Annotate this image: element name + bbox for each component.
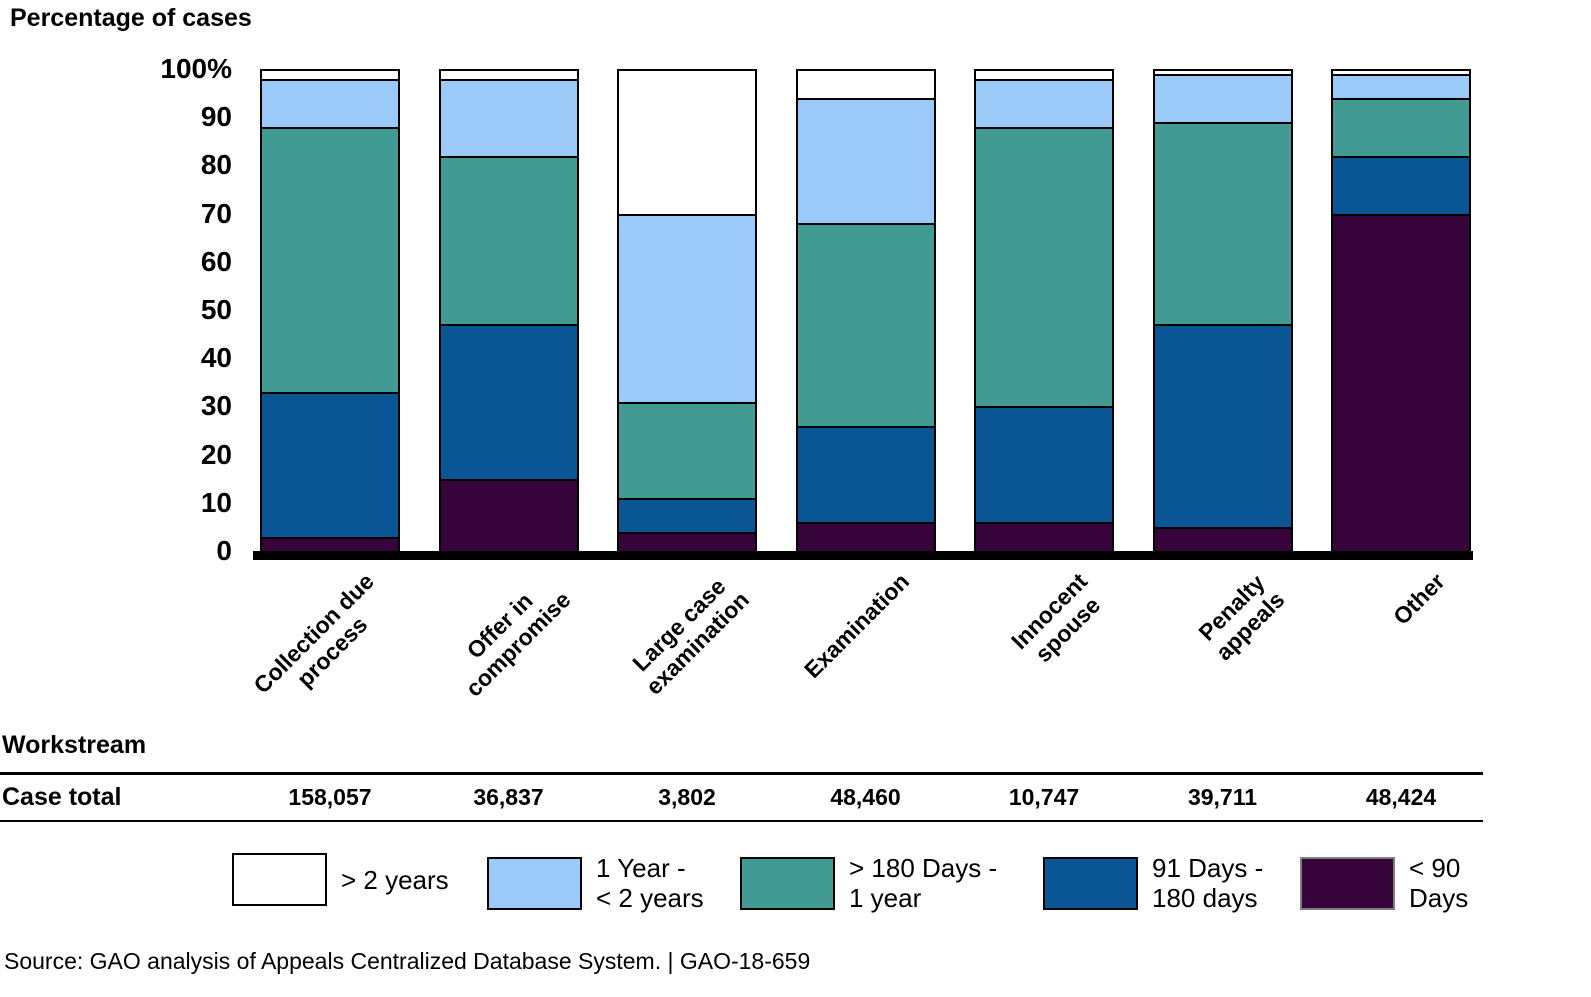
bar-segment	[795, 97, 936, 224]
x-axis-baseline	[253, 551, 1473, 560]
bar-segment	[438, 324, 579, 479]
bar-segment	[260, 126, 400, 392]
bar	[795, 69, 936, 551]
bar-segment	[1152, 526, 1293, 551]
bar-segment	[438, 69, 579, 79]
legend-swatch-purple	[1300, 856, 1395, 910]
case-total-row-label: Case total	[2, 783, 122, 811]
workstream-axis-label: Workstream	[2, 731, 147, 759]
bar-segment	[617, 401, 757, 498]
case-total-value: 3,802	[658, 784, 716, 810]
source-line: Source: GAO analysis of Appeals Centrali…	[4, 948, 811, 974]
bar-segment	[617, 69, 757, 214]
bar-segment	[795, 223, 936, 426]
y-tick-label: 10	[200, 486, 232, 518]
legend-item: > 180 Days - 1 year	[740, 853, 997, 913]
legend-swatch-lightblue	[487, 856, 582, 910]
bar	[617, 69, 757, 551]
bar-segment	[617, 498, 757, 532]
y-tick-label: 0	[216, 535, 232, 566]
table-rule-top	[0, 772, 1483, 775]
y-tick-label: 80	[200, 149, 232, 181]
bar-segment	[1331, 155, 1471, 214]
legend-label: 91 Days - 180 days	[1152, 853, 1264, 913]
bar-segment	[795, 522, 936, 551]
bar	[260, 69, 400, 551]
bar-segment	[974, 126, 1114, 407]
bar-segment	[974, 78, 1114, 127]
chart-title: Percentage of cases	[10, 4, 252, 32]
legend-swatch-white	[232, 853, 327, 906]
plot-area: 100% 90 80 70 60 50 40 30 20 10 0	[160, 53, 1471, 566]
legend-label: > 2 years	[341, 864, 449, 895]
y-tick-label: 40	[200, 342, 232, 374]
y-tick-label: 30	[200, 390, 232, 422]
bar-segment	[974, 69, 1114, 79]
bar-segment	[795, 425, 936, 523]
legend-swatch-darkblue	[1043, 856, 1138, 910]
case-total-value: 48,424	[1365, 784, 1437, 810]
bar	[1152, 69, 1293, 551]
case-total-value: 36,837	[473, 784, 544, 810]
legend-item: < 90 Days	[1300, 853, 1468, 913]
bar-segment	[1331, 213, 1471, 551]
bar	[974, 69, 1114, 551]
bar-segment	[1152, 73, 1293, 123]
bar-segment	[974, 522, 1114, 551]
legend-swatch-teal	[740, 856, 835, 910]
y-tick-label: 20	[200, 438, 232, 470]
legend-item: 91 Days - 180 days	[1043, 853, 1263, 913]
bar-segment	[1331, 69, 1471, 74]
case-total-value: 48,460	[830, 784, 901, 810]
y-tick-label: 100%	[160, 53, 232, 84]
bar-segment	[617, 531, 757, 551]
y-tick-label: 50	[200, 294, 232, 325]
bar-segment	[1331, 97, 1471, 156]
bar	[438, 69, 579, 551]
bar-segment	[438, 78, 579, 156]
legend-label: 1 Year - < 2 years	[596, 853, 704, 913]
legend-label: < 90 Days	[1409, 853, 1469, 913]
y-tick-label: 90	[200, 101, 232, 133]
bar-segment	[438, 478, 579, 551]
table-rule-bottom	[0, 820, 1483, 822]
bar-segment	[1152, 69, 1293, 74]
bar	[1331, 69, 1471, 551]
y-tick-label: 60	[200, 245, 232, 277]
bar-segment	[617, 213, 757, 402]
legend-item: 1 Year - < 2 years	[487, 853, 704, 913]
legend-label: > 180 Days - 1 year	[849, 853, 998, 913]
bar-segment	[974, 406, 1114, 523]
bar-segment	[260, 391, 400, 537]
bar-segment	[438, 155, 579, 325]
bar-segment	[1152, 122, 1293, 325]
bar-segment	[260, 69, 400, 79]
bar-segment	[260, 536, 400, 551]
bar-segment	[260, 78, 400, 127]
bar-segment	[1331, 73, 1471, 98]
y-tick-label: 70	[200, 197, 232, 229]
case-total-value: 10,747	[1008, 784, 1080, 810]
case-total-value: 158,057	[288, 784, 372, 810]
legend-item: > 2 years	[232, 853, 449, 906]
bar-segment	[1152, 324, 1293, 527]
bar-segment	[795, 69, 936, 98]
case-total-value: 39,711	[1187, 784, 1258, 810]
